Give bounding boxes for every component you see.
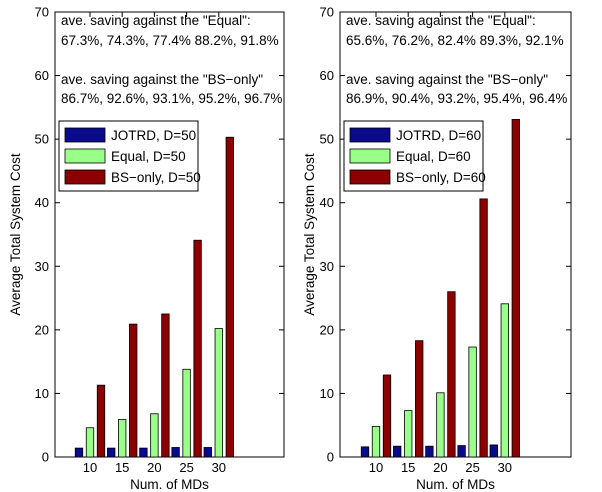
legend-label: JOTRD, D=60 <box>396 128 481 143</box>
legend-swatch <box>64 127 106 143</box>
annotation-text: ave. saving against the "Equal": <box>346 13 536 28</box>
y-tick-label: 60 <box>35 68 49 83</box>
x-tick-label: 30 <box>498 460 512 475</box>
y-tick-label: 40 <box>320 195 334 210</box>
x-tick-label: 15 <box>115 460 129 475</box>
legend-swatch <box>349 127 391 143</box>
annotation-text: 86.7%, 92.6%, 93.1%, 95.2%, 96.7% <box>61 91 282 106</box>
x-tick-label: 25 <box>465 460 479 475</box>
x-axis-label: Num. of MDs <box>416 477 495 492</box>
bar-3 <box>225 136 234 458</box>
y-tick-label: 30 <box>35 259 49 274</box>
y-tick-label: 70 <box>35 5 49 20</box>
y-tick-label: 40 <box>35 195 49 210</box>
bar-3 <box>96 384 106 458</box>
bar-2 <box>436 392 445 458</box>
legend-label: BS−only, D=50 <box>111 170 201 185</box>
legend-label: BS−only, D=60 <box>396 170 486 185</box>
bar-2 <box>500 303 509 458</box>
legend-swatch <box>64 148 106 164</box>
y-tick-label: 50 <box>320 132 334 147</box>
x-tick-label: 20 <box>147 460 161 475</box>
legend-swatch <box>349 148 391 164</box>
legend-swatch <box>64 169 106 185</box>
y-tick-label: 0 <box>42 450 49 465</box>
annotation-text: ave. saving against the "Equal": <box>61 13 251 28</box>
x-tick-label: 10 <box>83 460 97 475</box>
chart-panel-2: 0 10 20 30 40 50 60 70 10 15 20 25 30 ave. saving aga… <box>302 5 572 492</box>
y-axis-label: Average Total System Cost <box>8 153 23 316</box>
bar-1 <box>360 446 370 458</box>
x-tick-label: 30 <box>212 460 226 475</box>
bar-3 <box>511 119 520 458</box>
legend-label: Equal, D=60 <box>396 149 471 164</box>
bar-1 <box>203 447 212 458</box>
bar-2 <box>118 419 127 458</box>
bar-1 <box>457 445 466 458</box>
y-tick-label: 60 <box>320 68 334 83</box>
bar-2 <box>85 427 95 458</box>
y-tick-label: 20 <box>320 322 334 337</box>
bar-2 <box>468 346 477 458</box>
chart-panel-1: 0 10 20 30 40 50 60 70 10 15 20 25 30 ave. saving aga… <box>8 5 285 492</box>
bar-1 <box>489 444 498 458</box>
bar-3 <box>161 313 170 458</box>
x-tick-label: 10 <box>369 460 383 475</box>
bar-3 <box>129 323 138 458</box>
y-tick-label: 70 <box>320 5 334 20</box>
y-tick-label: 10 <box>320 386 334 401</box>
bar-3 <box>447 291 456 458</box>
y-tick-label: 50 <box>35 132 49 147</box>
y-tick-label: 10 <box>35 386 49 401</box>
bar-1 <box>425 445 434 458</box>
bar-3 <box>479 198 488 458</box>
y-axis-label: Average Total System Cost <box>302 153 317 316</box>
legend: JOTRD, D=50 Equal, D=50 BS−only, D=50 <box>58 120 201 192</box>
x-tick-label: 20 <box>433 460 447 475</box>
y-tick-label: 20 <box>35 322 49 337</box>
y-tick-label: 30 <box>320 259 334 274</box>
bar-3 <box>415 340 424 458</box>
bar-2 <box>150 413 159 458</box>
bar-2 <box>182 368 191 458</box>
legend: JOTRD, D=60 Equal, D=60 BS−only, D=60 <box>343 120 486 192</box>
annotation-text: ave. saving against the "BS−only" <box>346 72 548 87</box>
bar-2 <box>371 426 381 458</box>
bar-2 <box>214 328 223 458</box>
legend-label: Equal, D=50 <box>111 149 186 164</box>
bar-3 <box>193 239 202 458</box>
bar-1 <box>74 447 84 458</box>
bar-3 <box>382 374 392 458</box>
bar-1 <box>171 447 180 458</box>
legend-label: JOTRD, D=50 <box>111 128 196 143</box>
annotation-text: 86.9%, 90.4%, 93.2%, 95.4%, 96.4% <box>346 91 567 106</box>
legend-swatch <box>349 169 391 185</box>
annotation-text: 67.3%, 74.3%, 77.4% 88.2%, 91.8% <box>61 33 279 48</box>
x-tick-label: 15 <box>401 460 415 475</box>
bar-2 <box>404 410 413 458</box>
bar-1 <box>107 447 116 458</box>
bar-1 <box>139 447 148 458</box>
y-tick-label: 0 <box>327 450 334 465</box>
x-tick-label: 25 <box>179 460 193 475</box>
bar-1 <box>393 445 402 458</box>
annotation-text: ave. saving against the "BS−only" <box>61 72 263 87</box>
annotation-text: 65.6%, 76.2%, 82.4% 89.3%, 92.1% <box>346 33 564 48</box>
x-axis-label: Num. of MDs <box>130 477 209 492</box>
